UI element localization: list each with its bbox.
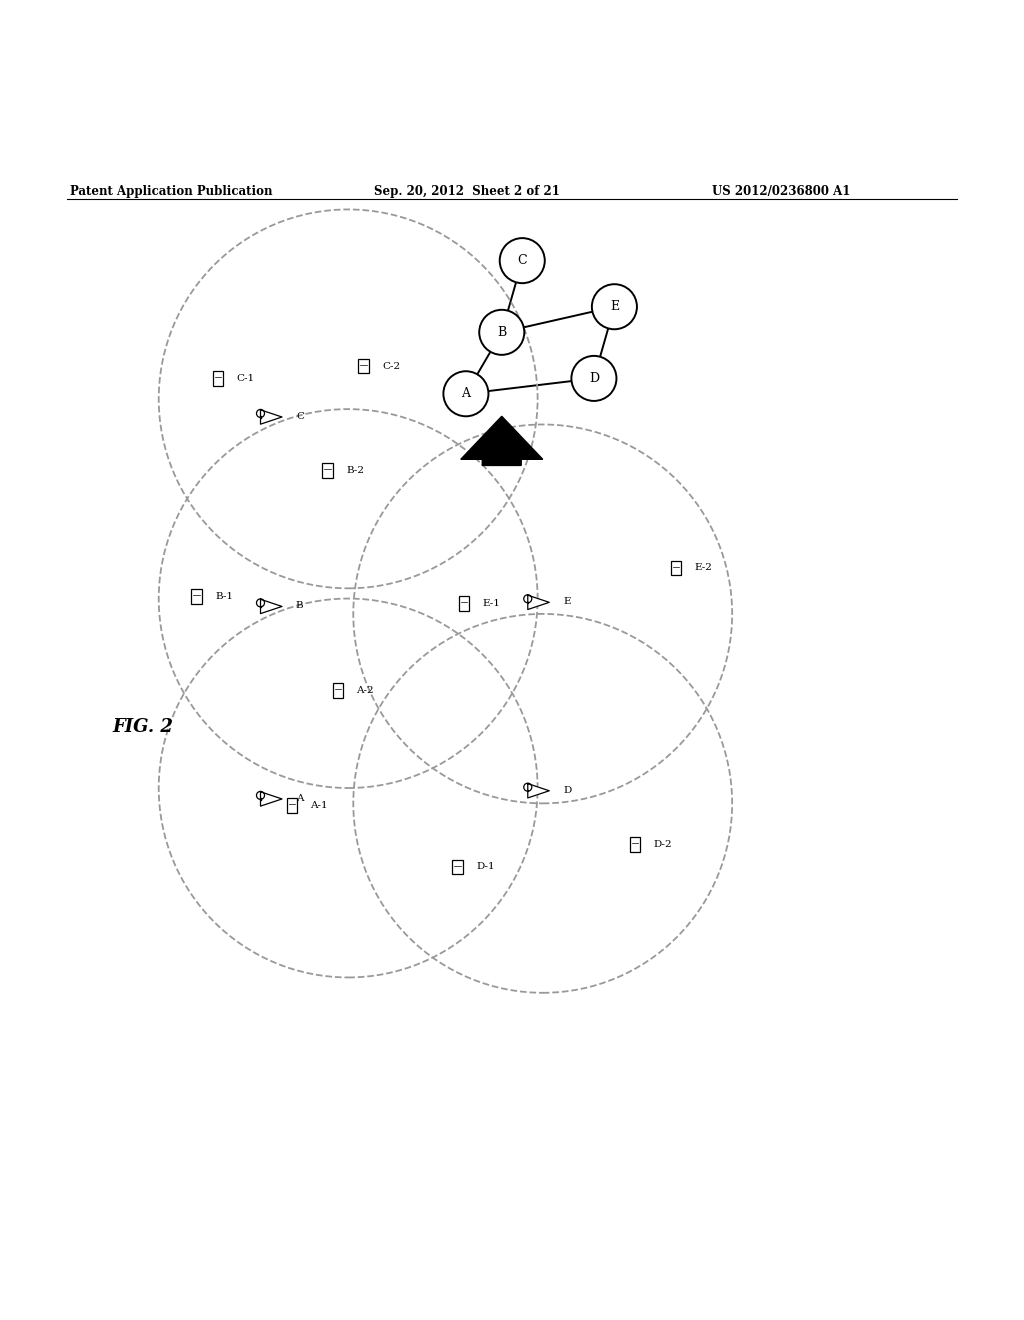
Bar — [453, 859, 463, 874]
Polygon shape — [260, 599, 282, 614]
Text: D-1: D-1 — [476, 862, 495, 871]
Text: A-1: A-1 — [310, 801, 328, 810]
Text: A: A — [462, 387, 470, 400]
Circle shape — [592, 284, 637, 329]
Text: E: E — [563, 597, 570, 606]
Text: E-1: E-1 — [482, 599, 500, 609]
Bar — [323, 463, 333, 478]
Text: B-2: B-2 — [346, 466, 365, 475]
Circle shape — [479, 310, 524, 355]
Text: E: E — [610, 300, 618, 313]
Bar — [287, 799, 297, 813]
Text: E-2: E-2 — [694, 564, 712, 573]
FancyArrow shape — [461, 416, 543, 466]
Polygon shape — [260, 409, 282, 424]
Circle shape — [571, 356, 616, 401]
Text: Patent Application Publication: Patent Application Publication — [70, 185, 272, 198]
Text: A: A — [296, 793, 303, 803]
Text: D-2: D-2 — [653, 840, 672, 849]
Circle shape — [500, 238, 545, 284]
Bar — [459, 597, 469, 611]
Text: C-2: C-2 — [382, 362, 400, 371]
Text: B: B — [497, 326, 507, 339]
Text: B-1: B-1 — [215, 591, 233, 601]
Text: US 2012/0236800 A1: US 2012/0236800 A1 — [712, 185, 850, 198]
Polygon shape — [527, 784, 549, 797]
Bar — [630, 837, 640, 851]
Bar — [191, 589, 202, 603]
Bar — [213, 371, 223, 385]
Text: Sep. 20, 2012  Sheet 2 of 21: Sep. 20, 2012 Sheet 2 of 21 — [374, 185, 560, 198]
Text: D: D — [563, 785, 571, 795]
Text: FIG. 2: FIG. 2 — [113, 718, 173, 735]
Text: B: B — [296, 601, 303, 610]
Bar — [333, 684, 343, 698]
Circle shape — [443, 371, 488, 416]
Bar — [671, 561, 681, 576]
Text: C: C — [517, 255, 527, 267]
Bar — [358, 359, 369, 374]
Text: A-2: A-2 — [356, 686, 374, 696]
Text: C: C — [296, 412, 304, 421]
Text: C-1: C-1 — [237, 374, 255, 383]
Polygon shape — [527, 595, 549, 610]
Polygon shape — [260, 792, 282, 807]
Text: D: D — [589, 372, 599, 385]
